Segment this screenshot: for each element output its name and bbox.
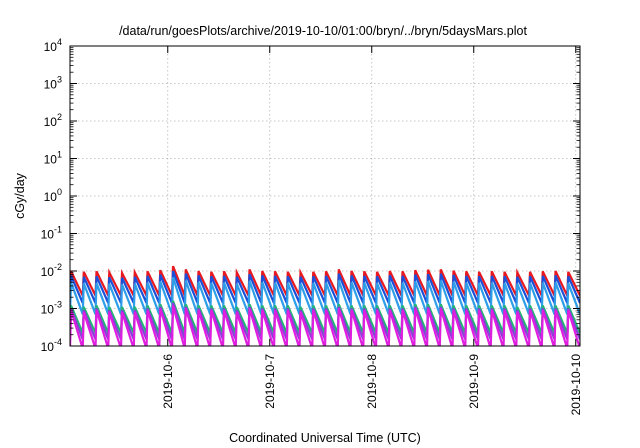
y-tick-label: 10-1 — [41, 225, 62, 242]
y-tick-label: 102 — [44, 112, 62, 129]
y-tick-label: 100 — [44, 187, 62, 204]
y-axis-ticks: 10-4 10-3 10-2 10-1 100 101 102 103 104 — [41, 37, 580, 354]
y-tick-label: 103 — [44, 75, 62, 92]
series-line-6 — [70, 305, 580, 346]
y-tick-label: 101 — [44, 150, 62, 167]
y-tick-label: 10-2 — [41, 262, 62, 279]
grid — [70, 46, 580, 346]
y-axis-label: cGy/day — [13, 172, 27, 219]
y-tick-label: 104 — [44, 37, 62, 54]
x-tick-label: 2019-10-6 — [161, 354, 175, 409]
x-tick-label: 2019-10-8 — [365, 354, 379, 409]
x-tick-label: 2019-10-7 — [263, 354, 277, 409]
x-axis-ticks: 2019-10-6 2019-10-7 2019-10-8 2019-10-9 2019… — [161, 46, 583, 415]
y-tick-label: 10-3 — [41, 300, 62, 317]
x-tick-label: 2019-10-9 — [467, 354, 481, 409]
y-tick-label: 10-4 — [41, 337, 62, 354]
x-tick-label: 2019-10-10 — [569, 354, 583, 416]
chart-title: /data/run/goesPlots/archive/2019-10-10/0… — [119, 24, 527, 38]
x-axis-label: Coordinated Universal Time (UTC) — [229, 431, 421, 445]
series-layer — [70, 265, 580, 346]
